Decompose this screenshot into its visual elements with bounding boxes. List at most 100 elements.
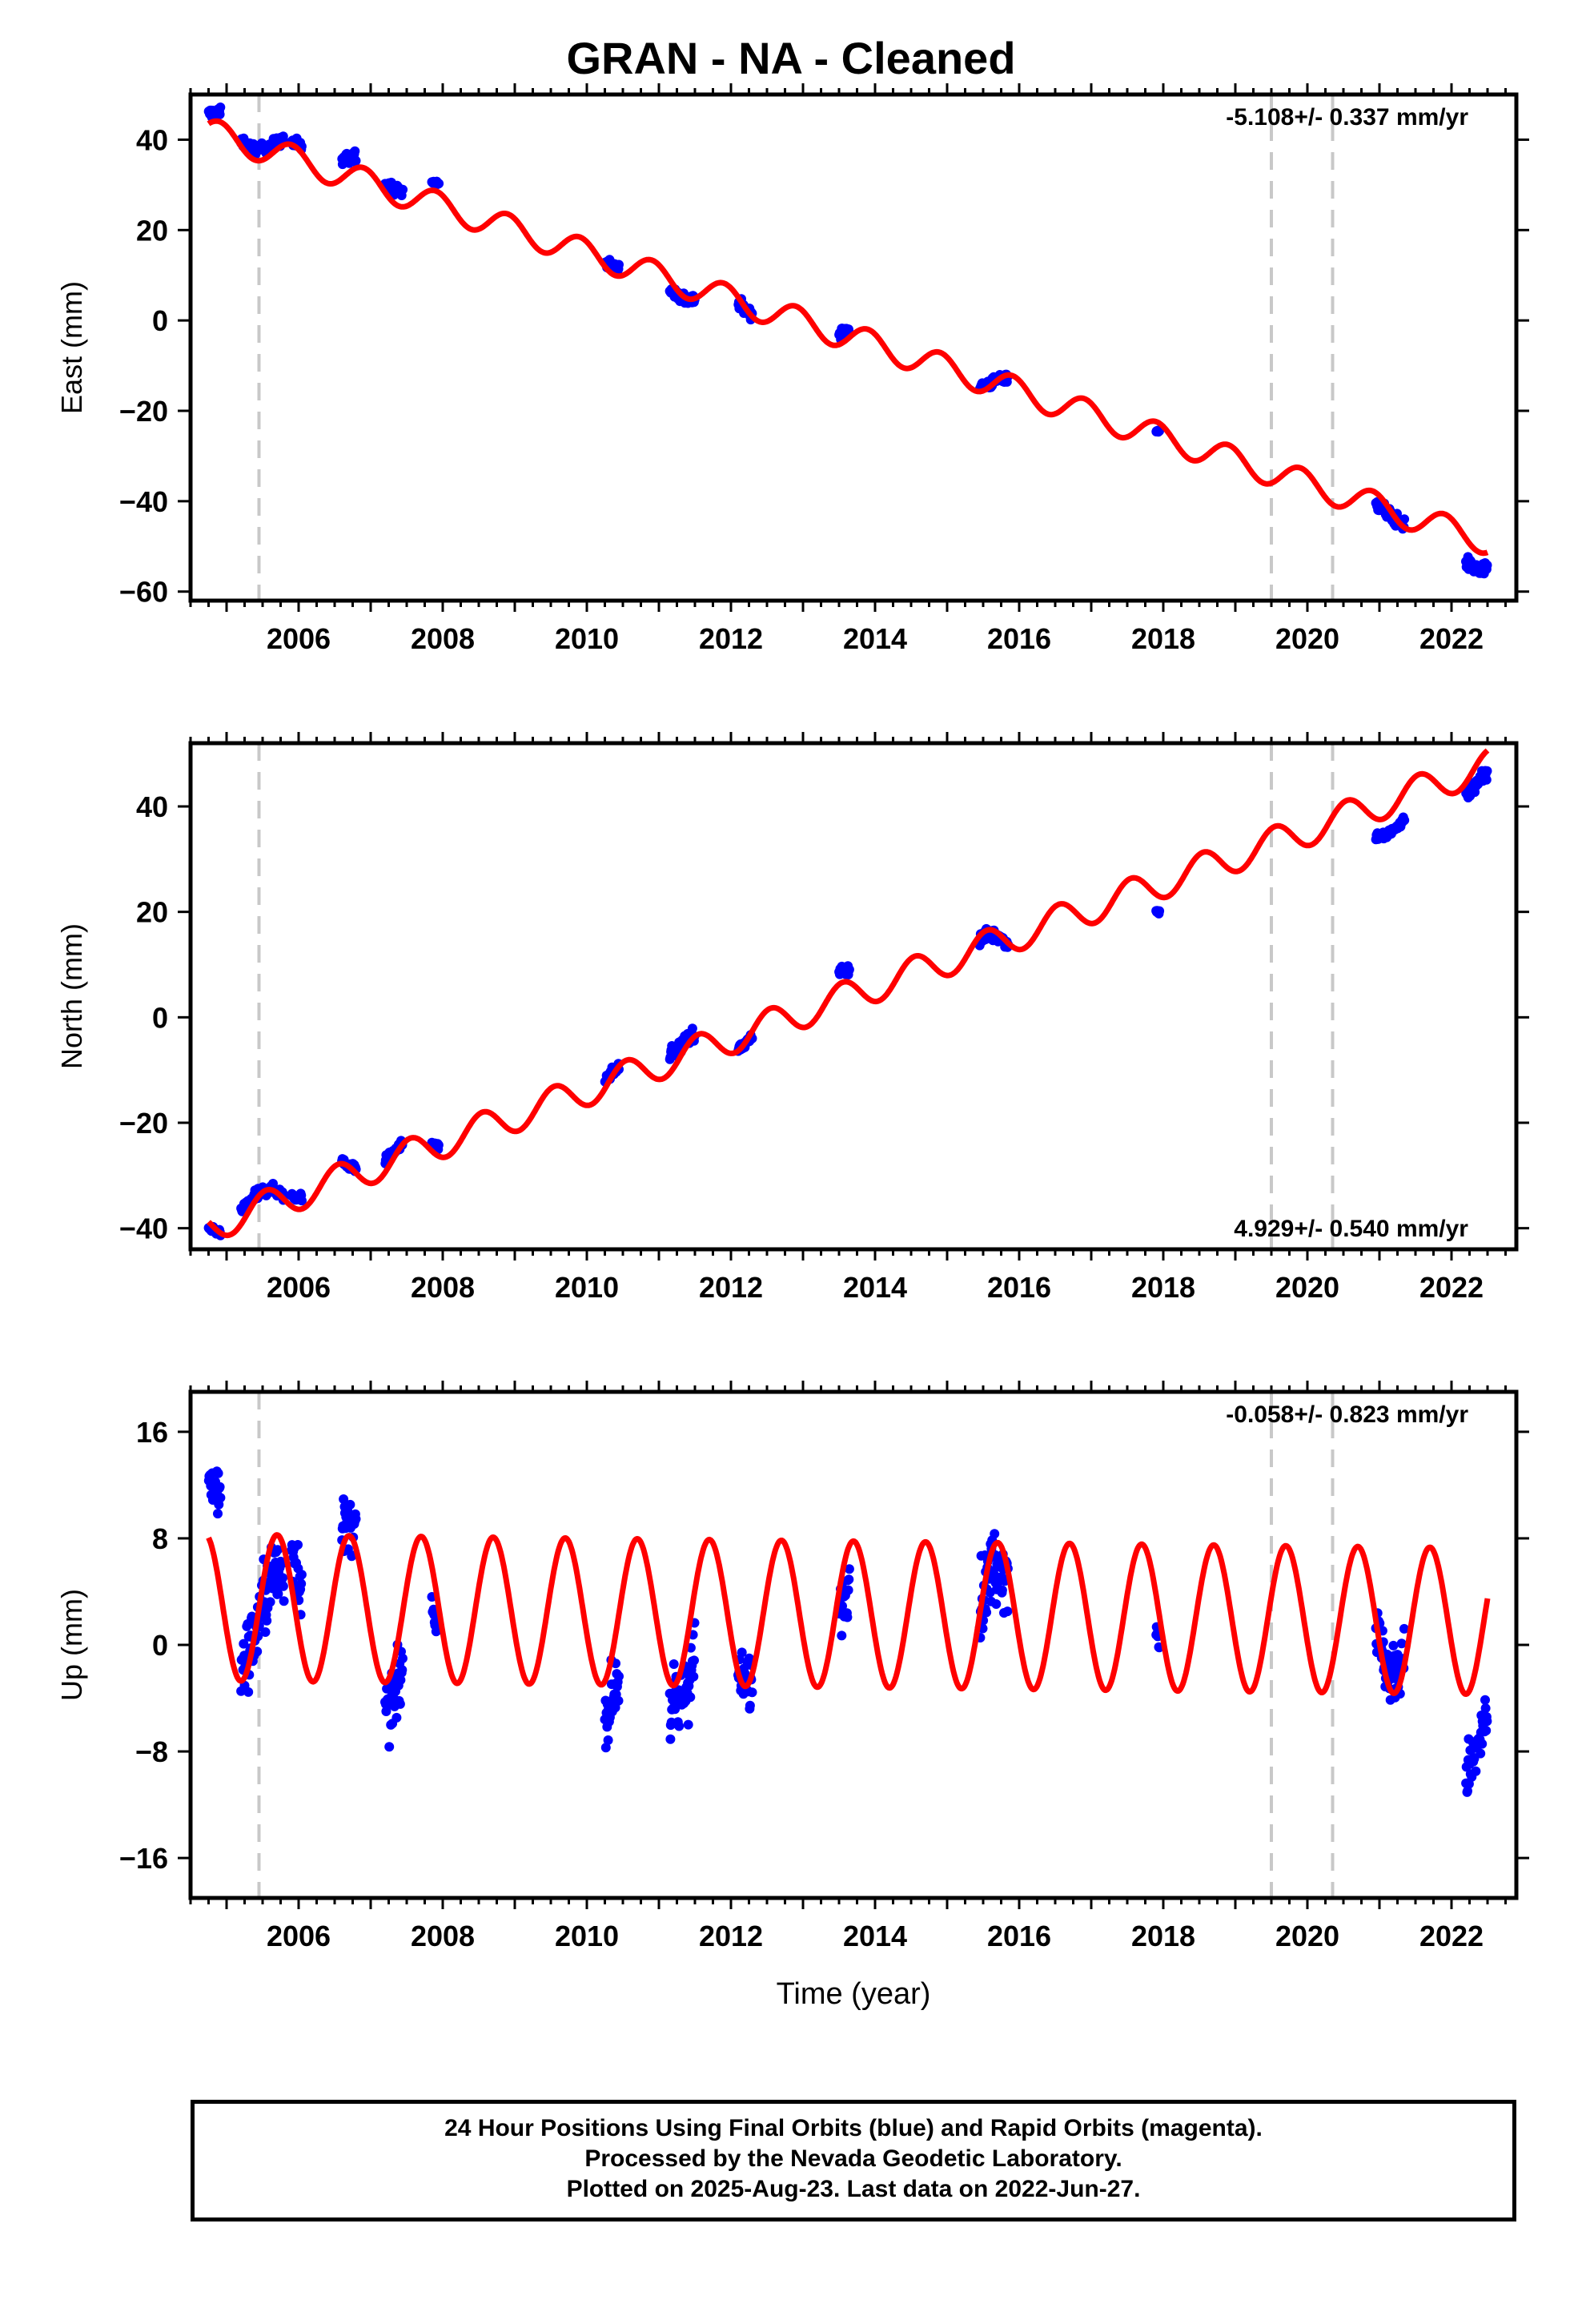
footer-line-3: Plotted on 2025-Aug-23. Last data on 202… xyxy=(566,2176,1141,2202)
x-tick-label: 2010 xyxy=(555,622,619,655)
data-point xyxy=(990,1529,1000,1539)
data-point xyxy=(215,1493,226,1503)
y-tick-label: 20 xyxy=(136,896,168,929)
x-tick-label: 2018 xyxy=(1131,622,1195,655)
data-point xyxy=(674,1721,685,1731)
data-point xyxy=(396,1675,406,1685)
x-tick-label: 2016 xyxy=(987,622,1051,655)
plot-area xyxy=(203,743,1492,1249)
x-tick-label: 2022 xyxy=(1419,1271,1484,1304)
data-point xyxy=(844,1564,854,1574)
x-tick-label: 2014 xyxy=(843,622,907,655)
data-point xyxy=(350,146,360,156)
y-tick-label: −20 xyxy=(119,1107,168,1140)
x-tick-label: 2014 xyxy=(843,1271,907,1304)
data-point xyxy=(600,1743,611,1753)
plot-area xyxy=(203,1392,1492,1898)
data-point xyxy=(351,155,361,166)
data-point xyxy=(1396,1638,1407,1649)
x-tick-label: 2008 xyxy=(411,622,475,655)
y-tick-label: 0 xyxy=(152,1629,168,1662)
data-point xyxy=(1002,1606,1013,1617)
data-point xyxy=(991,1599,1002,1609)
x-tick-label: 2014 xyxy=(843,1920,907,1952)
y-tick-label: 0 xyxy=(152,304,168,337)
data-point xyxy=(397,1665,408,1675)
plot-frame xyxy=(188,92,1519,603)
data-point xyxy=(213,1468,223,1478)
data-point xyxy=(278,1581,288,1591)
data-point xyxy=(687,1023,697,1034)
x-tick-label: 2008 xyxy=(411,1920,475,1952)
data-point xyxy=(1388,1640,1399,1651)
model-curve xyxy=(207,118,1490,557)
chart-title: GRAN - NA - Cleaned xyxy=(566,33,1016,83)
data-point xyxy=(614,1671,624,1682)
x-tick-label: 2012 xyxy=(699,1920,763,1952)
data-point xyxy=(391,1712,402,1723)
x-tick-label: 2010 xyxy=(555,1271,619,1304)
data-point xyxy=(843,1585,853,1595)
y-tick-label: 0 xyxy=(152,1001,168,1034)
x-tick-label: 2022 xyxy=(1419,1920,1484,1952)
data-point xyxy=(683,1719,693,1730)
data-point xyxy=(239,1638,249,1649)
data-point xyxy=(297,1196,307,1206)
data-point xyxy=(603,1735,613,1745)
data-point xyxy=(278,1573,288,1583)
data-point xyxy=(351,1514,361,1524)
y-tick-label: −40 xyxy=(119,1212,168,1245)
data-point xyxy=(1154,906,1165,916)
data-point xyxy=(296,1570,307,1580)
data-point xyxy=(997,1585,1007,1595)
y-tick-label: −8 xyxy=(135,1735,168,1768)
data-point xyxy=(273,1589,283,1599)
y-tick-label: 40 xyxy=(136,790,168,823)
y-tick-label: −60 xyxy=(119,576,168,609)
x-tick-label: 2018 xyxy=(1131,1271,1195,1304)
data-point xyxy=(243,1687,254,1697)
data-point xyxy=(689,1655,699,1666)
data-point xyxy=(1482,560,1492,570)
y-axis-label: North (mm) xyxy=(55,923,88,1069)
x-tick-label: 2020 xyxy=(1275,1920,1339,1952)
data-point xyxy=(747,1687,757,1698)
data-point xyxy=(296,1578,307,1589)
data-point xyxy=(339,1494,349,1504)
data-point xyxy=(689,1671,699,1682)
data-point xyxy=(398,1653,408,1663)
data-point xyxy=(1481,774,1492,785)
data-point xyxy=(293,1540,303,1550)
plot-area xyxy=(203,94,1492,601)
plot-frame xyxy=(188,1389,1519,1900)
data-point xyxy=(1482,766,1492,776)
plot-frame xyxy=(188,741,1519,1252)
x-tick-label: 2012 xyxy=(699,1271,763,1304)
x-tick-label: 2016 xyxy=(987,1920,1051,1952)
data-point xyxy=(384,1742,395,1752)
rate-label: 4.929+/- 0.540 mm/yr xyxy=(1234,1216,1468,1242)
x-tick-label: 2020 xyxy=(1275,1271,1339,1304)
footer-box: 24 Hour Positions Using Final Orbits (bl… xyxy=(191,2100,1516,2221)
data-point xyxy=(265,1597,275,1607)
x-tick-label: 2012 xyxy=(699,622,763,655)
data-point xyxy=(398,184,408,195)
y-axis-label: Up (mm) xyxy=(55,1589,88,1701)
panel-north: 2006 2008 2010 2012 2014 2016 2018 2020 2022 −40 −… xyxy=(55,732,1529,1304)
data-point xyxy=(665,1734,676,1744)
x-tick-label: 2020 xyxy=(1275,622,1339,655)
x-tick-label: 2022 xyxy=(1419,622,1484,655)
data-point xyxy=(745,1700,755,1711)
model-curve xyxy=(206,1532,1491,1697)
y-tick-label: −20 xyxy=(119,395,168,428)
x-axis-label: Time (year) xyxy=(777,1977,931,2011)
data-point xyxy=(1481,1726,1492,1735)
data-point xyxy=(982,1607,992,1618)
footer-line-2: Processed by the Nevada Geodetic Laborat… xyxy=(584,2145,1122,2172)
x-tick-label: 2010 xyxy=(555,1920,619,1952)
y-tick-label: −40 xyxy=(119,485,168,518)
data-point xyxy=(434,179,444,189)
rate-label: -0.058+/- 0.823 mm/yr xyxy=(1226,1401,1468,1428)
data-point xyxy=(262,1615,272,1626)
data-point xyxy=(737,1647,747,1658)
